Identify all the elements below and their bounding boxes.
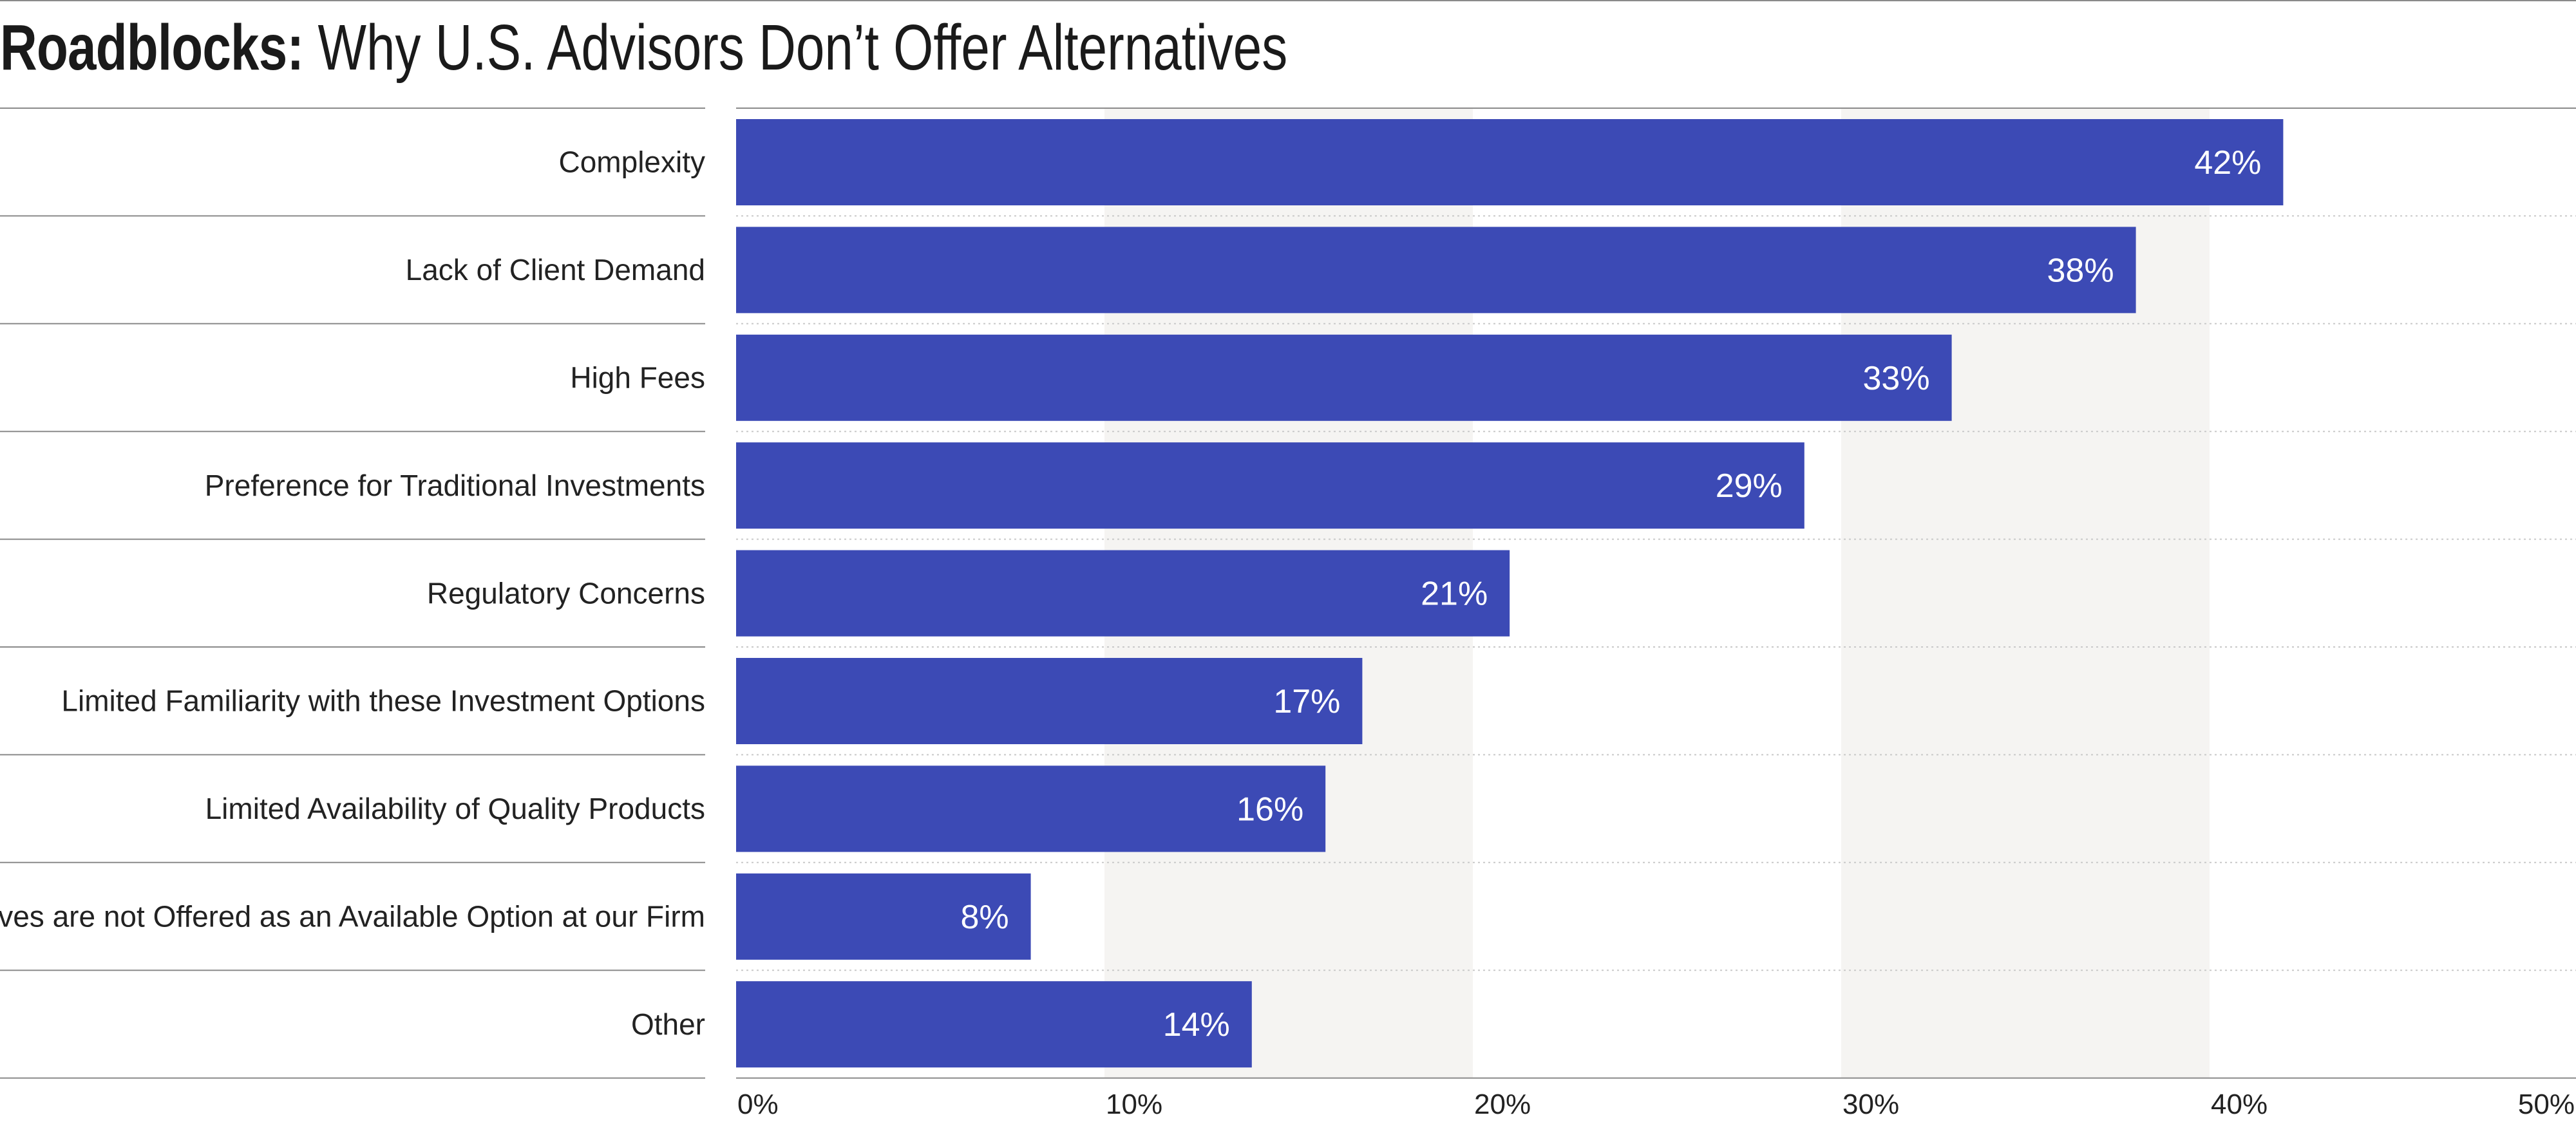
bar-6 xyxy=(736,658,1363,744)
category-label-8: Alternatives are not Offered as an Avail… xyxy=(0,900,705,933)
data-label-1: 42% xyxy=(2194,144,2261,182)
data-label-5: 21% xyxy=(1421,576,1488,613)
category-label-7: Limited Availability of Quality Products xyxy=(205,792,705,825)
x-tick-label-40: 40% xyxy=(2211,1089,2268,1120)
category-label-5: Regulatory Concerns xyxy=(427,576,705,610)
x-tick-label-50: 50% xyxy=(2518,1089,2575,1120)
bar-3 xyxy=(736,334,1952,421)
x-axis-tick-labels: 0% 10% 20% 30% 40% 50% xyxy=(737,1089,2575,1120)
bar-8 xyxy=(736,873,1031,960)
bar-7 xyxy=(736,765,1326,852)
data-label-7: 16% xyxy=(1236,791,1303,828)
x-tick-label-0: 0% xyxy=(737,1089,779,1120)
bar-1 xyxy=(736,119,2284,205)
data-label-3: 33% xyxy=(1863,360,1930,397)
x-tick-label-10: 10% xyxy=(1106,1089,1162,1120)
data-label-9: 14% xyxy=(1163,1006,1230,1044)
bar-5 xyxy=(736,550,1510,637)
chart-title-rest: Why U.S. Advisors Don’t Offer Alternativ… xyxy=(317,12,1288,84)
category-label-1: Complexity xyxy=(558,145,705,179)
category-label-3: High Fees xyxy=(570,361,705,395)
data-label-4: 29% xyxy=(1716,467,1783,505)
x-tick-label-20: 20% xyxy=(1474,1089,1531,1120)
row-separators xyxy=(0,0,2576,1079)
bars: 42% 38% 33% 29% 21% 17% 16% 8% 14% xyxy=(736,119,2284,1068)
chart-title-bold: Roadblocks: xyxy=(0,12,304,84)
data-label-8: 8% xyxy=(960,899,1009,936)
category-labels: Complexity Lack of Client Demand High Fees… xyxy=(0,145,705,1041)
category-label-6: Limited Familiarity with these Investmen… xyxy=(61,684,705,718)
bar-4 xyxy=(736,442,1804,529)
category-label-9: Other xyxy=(631,1007,705,1041)
x-tick-label-30: 30% xyxy=(1842,1089,1899,1120)
data-label-6: 17% xyxy=(1273,683,1340,720)
bar-2 xyxy=(736,227,2136,314)
chart-title: Roadblocks: Why U.S. Advisors Don’t Offe… xyxy=(0,9,1287,86)
data-label-2: 38% xyxy=(2047,252,2114,289)
category-label-2: Lack of Client Demand xyxy=(406,253,705,286)
category-label-4: Preference for Traditional Investments xyxy=(205,469,705,502)
bar-9 xyxy=(736,981,1252,1068)
